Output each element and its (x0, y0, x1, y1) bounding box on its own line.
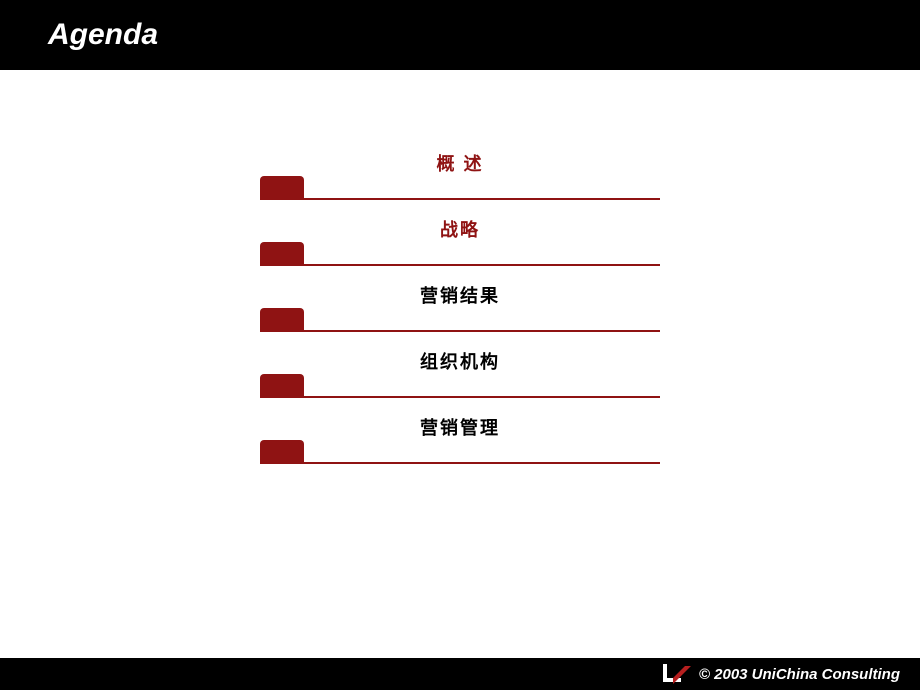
agenda-label: 营销结果 (260, 282, 660, 308)
agenda-tab (260, 440, 304, 462)
agenda-label: 营销管理 (260, 414, 660, 440)
agenda-tab (260, 308, 304, 330)
agenda-item-overview: 概 述 (260, 150, 660, 180)
agenda-item-strategy: 战略 (260, 216, 660, 246)
agenda-item-organization: 组织机构 (260, 348, 660, 378)
agenda-bar (260, 376, 660, 398)
agenda-bar (260, 178, 660, 200)
agenda-item-marketing-results: 营销结果 (260, 282, 660, 312)
logo-icon (663, 662, 693, 686)
agenda-item-marketing-management: 营销管理 (260, 414, 660, 444)
content-area: 概 述 战略 营销结果 组织机构 营销管理 (0, 70, 920, 444)
agenda-label: 组织机构 (260, 348, 660, 374)
agenda-tab (260, 374, 304, 396)
agenda-tab (260, 242, 304, 264)
agenda-bar (260, 442, 660, 464)
agenda-label: 战略 (260, 216, 660, 242)
agenda-bar (260, 244, 660, 266)
page-title: Agenda (48, 18, 158, 52)
header-bar: Agenda (0, 0, 920, 70)
footer-bar: © 2003 UniChina Consulting (0, 658, 920, 690)
agenda-label: 概 述 (260, 150, 660, 176)
footer-copyright: © 2003 UniChina Consulting (699, 666, 900, 683)
agenda-list: 概 述 战略 营销结果 组织机构 营销管理 (260, 150, 660, 444)
agenda-bar (260, 310, 660, 332)
agenda-tab (260, 176, 304, 198)
footer-logo: © 2003 UniChina Consulting (663, 662, 900, 686)
